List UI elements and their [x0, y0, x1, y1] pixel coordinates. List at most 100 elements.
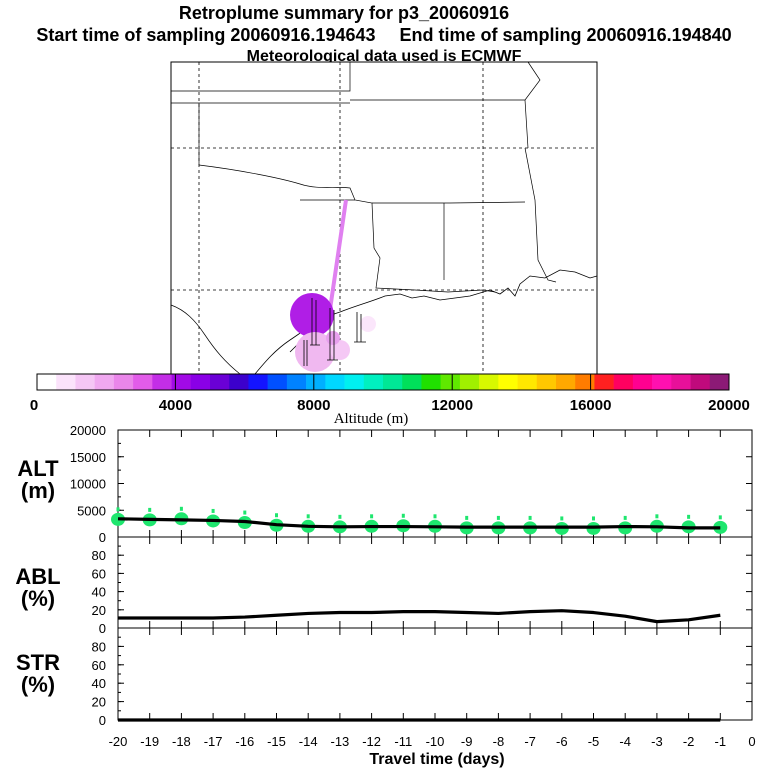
- colorbar-tick-label: 20000: [708, 397, 750, 414]
- colorbar-swatch: [152, 374, 172, 390]
- altitude-spread-mark: [655, 514, 659, 519]
- altitude-spread-mark: [718, 515, 722, 520]
- abl-name: ABL: [15, 564, 61, 589]
- colorbar-swatch: [210, 374, 230, 390]
- altitude-spread-mark: [338, 514, 342, 519]
- panel-frame: [117, 627, 753, 721]
- colorbar-swatch: [652, 374, 672, 390]
- altitude-spread-mark: [116, 507, 120, 512]
- y-tick-label: 0: [99, 713, 106, 728]
- x-tick-label: -19: [140, 734, 159, 749]
- colorbar-swatch: [440, 374, 461, 390]
- colorbar-swatch: [671, 374, 691, 390]
- plume-blob: [360, 316, 376, 332]
- colorbar-tick-label: 0: [30, 397, 38, 414]
- panel-frame: [117, 536, 753, 629]
- y-tick-label: 40: [92, 585, 106, 600]
- alt-unit: (m): [20, 478, 56, 503]
- y-tick-label: 0: [99, 530, 106, 545]
- colorbar-swatch: [632, 374, 653, 390]
- plume-footprint: [290, 199, 376, 372]
- altitude-spread-mark: [179, 506, 183, 511]
- y-tick-label: 0: [99, 621, 106, 636]
- altitude-spread-mark: [623, 515, 627, 520]
- x-tick-label: -4: [619, 734, 631, 749]
- altitude-spread-mark: [465, 515, 469, 520]
- colorbar-swatch: [517, 374, 538, 390]
- altitude-spread-mark: [211, 508, 215, 513]
- start-time-label: Start time of sampling 20060916.194643: [36, 25, 376, 45]
- y-tick-label: 15000: [70, 450, 106, 465]
- x-tick-label: -13: [331, 734, 350, 749]
- y-tick-label: 60: [92, 658, 106, 673]
- sampling-times: Start time of sampling 20060916.194643 En…: [0, 25, 768, 45]
- colorbar-swatch: [190, 374, 211, 390]
- colorbar-swatch: [306, 374, 326, 390]
- colorbar-swatch: [325, 374, 345, 390]
- colorbar-swatch: [402, 374, 422, 390]
- x-tick-label: -6: [556, 734, 568, 749]
- colorbar-tick-label: 8000: [297, 397, 330, 414]
- plume-blob: [326, 331, 340, 345]
- colorbar-swatch: [479, 374, 499, 390]
- colorbar-frame: [36, 373, 730, 391]
- x-tick-label: -3: [651, 734, 663, 749]
- y-tick-label: 20000: [70, 423, 106, 438]
- x-tick-label: -10: [426, 734, 445, 749]
- y-tick-label: 20: [92, 603, 106, 618]
- x-tick-label: -2: [683, 734, 695, 749]
- x-tick-label: -17: [204, 734, 223, 749]
- x-tick-label: -8: [493, 734, 505, 749]
- map-frame: [170, 61, 598, 375]
- altitude-spread-mark: [528, 515, 532, 520]
- colorbar-swatch: [536, 374, 557, 390]
- altitude-colorbar: 0 4000 8000 12000 16000 20000: [30, 373, 750, 414]
- colorbar-tick-label: 16000: [570, 397, 612, 414]
- map-gridlines: [171, 62, 597, 374]
- colorbar-swatch: [594, 374, 614, 390]
- altitude-spread-mark: [370, 514, 374, 519]
- colorbar-swatch: [575, 374, 595, 390]
- series-line-alt: [117, 517, 721, 530]
- colorbar-tick-label: 4000: [159, 397, 192, 414]
- altitude-spread-mark: [275, 513, 278, 518]
- y-tick-label: 80: [92, 639, 106, 654]
- y-tick-label: 5000: [77, 503, 106, 518]
- altitude-spread-mark: [401, 513, 405, 518]
- str-name: STR: [16, 650, 60, 675]
- series-line-abl: [118, 609, 721, 624]
- x-axis-label: Travel time (days): [369, 751, 504, 768]
- colorbar-swatch: [613, 374, 634, 390]
- alt-name: ALT: [17, 456, 59, 481]
- colorbar-swatch: [94, 374, 115, 390]
- abl-panel-label: ABL (%): [6, 566, 70, 610]
- altitude-spread-mark: [687, 514, 691, 519]
- x-tick-label: -9: [461, 734, 473, 749]
- y-tick-label: 80: [92, 548, 106, 563]
- colorbar-swatch: [498, 374, 518, 390]
- colorbar-swatch: [37, 374, 57, 390]
- colorbar-label: Altitude (m): [334, 411, 409, 427]
- y-tick-label: 60: [92, 566, 106, 581]
- x-tick-label: -18: [172, 734, 191, 749]
- colorbar-swatch: [267, 374, 288, 390]
- colorbar-swatch: [690, 374, 711, 390]
- colorbar-swatch: [229, 374, 249, 390]
- x-tick-label: -20: [109, 734, 128, 749]
- colorbar-swatch: [56, 374, 76, 390]
- altitude-spread-mark: [560, 516, 564, 521]
- met-data-label: Meteorological data used is ECMWF: [246, 48, 522, 65]
- x-tick-label: 0: [748, 734, 755, 749]
- state-borders: [170, 61, 557, 375]
- x-tick-label: -1: [715, 734, 727, 749]
- altitude-spread-mark: [148, 507, 152, 512]
- x-tick-label: -15: [267, 734, 286, 749]
- colorbar-swatch: [383, 374, 403, 390]
- colorbar-swatch: [363, 374, 384, 390]
- map-panel: [170, 61, 598, 375]
- x-tick-label: -12: [362, 734, 381, 749]
- x-tick-label: -7: [524, 734, 536, 749]
- end-time-label: End time of sampling 20060916.194840: [399, 25, 732, 45]
- plume-low-altitude: [295, 332, 335, 372]
- colorbar-swatch: [75, 374, 95, 390]
